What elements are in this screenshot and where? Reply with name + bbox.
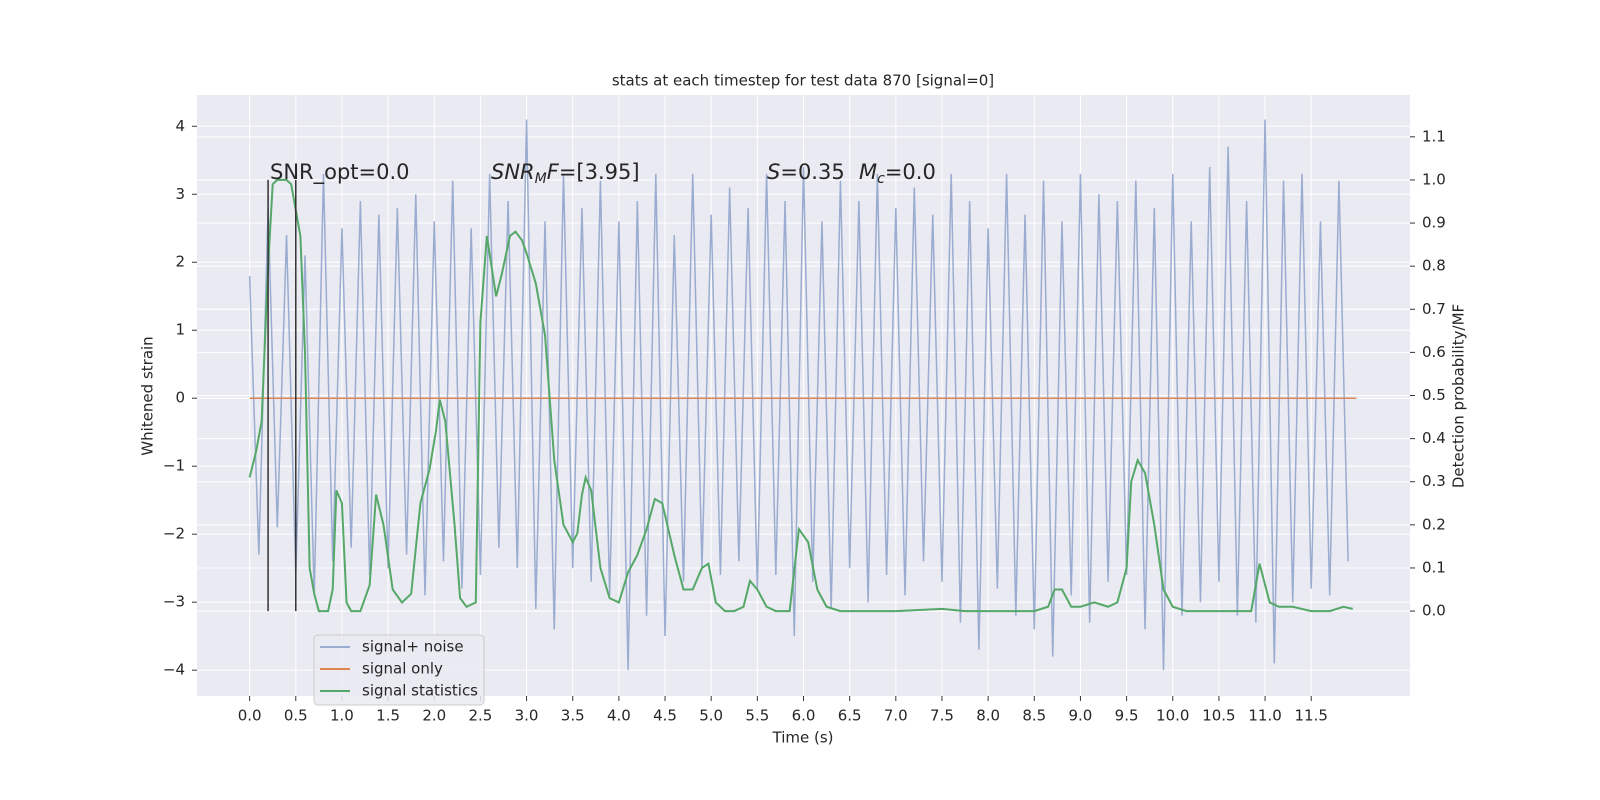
x-tick-label: 10.5 (1202, 707, 1235, 725)
chart-title: stats at each timestep for test data 870… (612, 72, 994, 90)
y2-tick-label: 0.9 (1422, 214, 1446, 232)
annotation-part: =0.35 (780, 160, 844, 184)
y-tick-label: −1 (163, 457, 185, 475)
annotation-part: =0.0 (885, 160, 936, 184)
annotation: SNRMF=[3.95] (491, 160, 640, 187)
y2-tick-label: 0.6 (1422, 343, 1446, 361)
y-tick-label: −2 (163, 525, 185, 543)
series-line (248, 119, 1349, 671)
x-tick-label: 8.5 (1022, 707, 1046, 725)
annotation-part: F (547, 160, 560, 184)
annotation-part: M (859, 160, 877, 184)
x-tick-label: 1.5 (376, 707, 400, 725)
annotation-part: M (535, 171, 547, 187)
y-tick-label: 4 (175, 117, 185, 135)
y2-tick-label: 0.4 (1422, 429, 1446, 447)
annotation-part: SNR (491, 160, 535, 184)
series-line (248, 178, 1353, 613)
x-tick-label: 3.0 (515, 707, 539, 725)
legend-box (313, 634, 485, 706)
x-tick-label: 3.5 (561, 707, 585, 725)
x-tick-label: 10.0 (1156, 707, 1189, 725)
x-tick-label: 4.0 (607, 707, 631, 725)
annotation: S=0.35 (767, 160, 845, 184)
annotation-part: SNR_opt=0.0 (270, 160, 410, 185)
legend-label: signal+ noise (362, 638, 464, 656)
annotation: Mc=0.0 (859, 160, 936, 187)
y2-axis-label: Detection probability/MF (1450, 304, 1468, 488)
legend: signal+ noise signal only signal statistic… (313, 634, 485, 706)
x-tick-label: 0.5 (284, 707, 308, 725)
y-tick-label: 0 (175, 389, 185, 407)
y-tick-label: −4 (163, 661, 185, 679)
x-tick-label: 6.5 (838, 707, 862, 725)
y-tick-label: 1 (175, 321, 185, 339)
x-tick-label: 4.5 (653, 707, 677, 725)
y-tick-label: 3 (175, 185, 185, 203)
x-tick-label: 11.0 (1248, 707, 1281, 725)
annotation-part: S (767, 160, 780, 184)
x-tick-label: 7.5 (930, 707, 954, 725)
legend-label: signal only (362, 660, 443, 678)
annotation-part: =[3.95] (559, 160, 640, 184)
y2-tick-label: 0.0 (1422, 602, 1446, 620)
x-tick-label: 7.0 (884, 707, 908, 725)
x-tick-label: 6.0 (792, 707, 816, 725)
x-axis-label: Time (s) (772, 729, 834, 747)
x-tick-label: 5.5 (745, 707, 769, 725)
annotation: SNR_opt=0.0 (270, 160, 410, 185)
x-tick-label: 8.0 (976, 707, 1000, 725)
y-tick-label: 2 (175, 253, 185, 271)
x-tick-label: 9.0 (1069, 707, 1093, 725)
x-tick-label: 2.5 (468, 707, 492, 725)
legend-label: signal statistics (362, 682, 478, 700)
x-tick-label: 9.5 (1115, 707, 1139, 725)
y2-tick-label: 0.1 (1422, 558, 1446, 576)
y-tick-label: −3 (163, 593, 185, 611)
x-tick-label: 11.5 (1295, 707, 1328, 725)
y2-tick-label: 0.7 (1422, 300, 1446, 318)
x-tick-label: 0.0 (238, 707, 262, 725)
y2-tick-label: 0.3 (1422, 472, 1446, 490)
y2-tick-label: 1.0 (1422, 170, 1446, 188)
x-tick-label: 2.0 (422, 707, 446, 725)
y2-tick-label: 0.8 (1422, 257, 1446, 275)
x-tick-label: 5.0 (699, 707, 723, 725)
y2-tick-label: 0.2 (1422, 515, 1446, 533)
y-axis-label: Whitened strain (139, 336, 157, 455)
x-tick-label: 1.0 (330, 707, 354, 725)
annotation-part: c (877, 171, 885, 187)
y2-tick-label: 0.5 (1422, 386, 1446, 404)
y2-tick-label: 1.1 (1422, 127, 1446, 145)
